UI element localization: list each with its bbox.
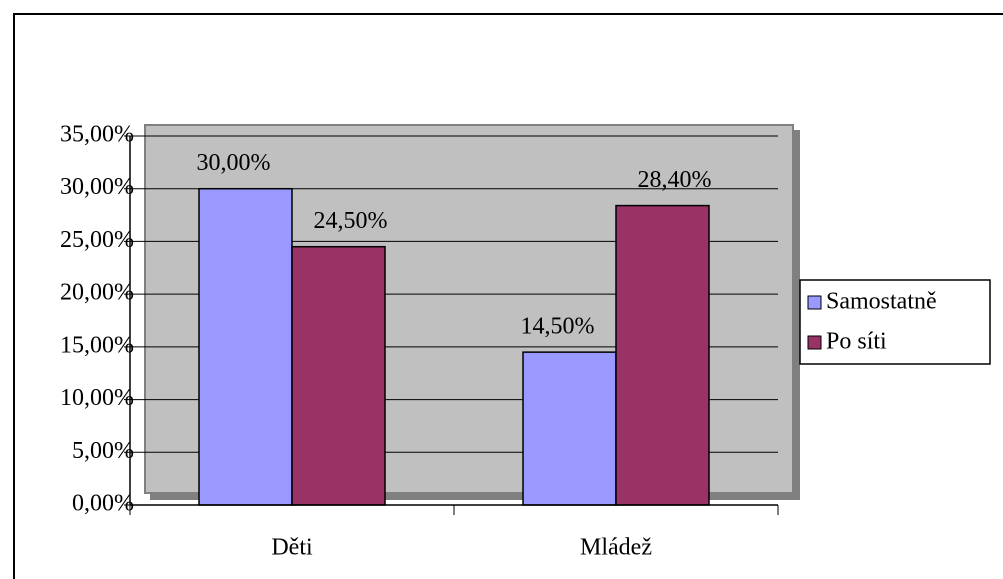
legend-label: Samostatně (826, 289, 937, 315)
x-tick-label: Mládež (580, 535, 652, 561)
bar (291, 245, 386, 506)
data-label: 28,40% (638, 167, 712, 193)
x-tick-label: Děti (271, 535, 313, 561)
y-tick-label: 0,00% (72, 491, 134, 517)
y-tick-label: 15,00% (60, 332, 134, 358)
bar (615, 204, 710, 506)
data-label: 30,00% (197, 150, 271, 176)
y-tick-label: 35,00% (60, 122, 134, 148)
bar (522, 351, 617, 506)
data-label: 14,50% (521, 314, 595, 340)
y-tick-label: 30,00% (60, 174, 134, 200)
y-tick-label: 20,00% (60, 280, 134, 306)
legend-swatch (807, 335, 822, 350)
bar (198, 187, 293, 506)
legend-box (799, 279, 991, 365)
legend-label: Po síti (826, 329, 887, 355)
y-tick-label: 5,00% (72, 438, 134, 464)
y-tick-label: 25,00% (60, 227, 134, 253)
legend-swatch (807, 295, 822, 310)
data-label: 24,50% (314, 208, 388, 234)
y-tick-label: 10,00% (60, 385, 134, 411)
